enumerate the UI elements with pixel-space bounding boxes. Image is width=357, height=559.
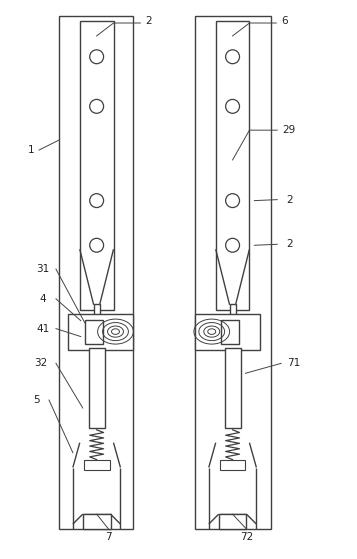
Bar: [221, 320, 238, 344]
Text: 32: 32: [35, 358, 48, 368]
Circle shape: [90, 238, 104, 252]
Text: 29: 29: [282, 125, 296, 135]
Bar: [216, 21, 250, 310]
Circle shape: [226, 193, 240, 207]
Bar: [80, 21, 114, 310]
Circle shape: [90, 100, 104, 113]
Circle shape: [226, 238, 240, 252]
Text: 7: 7: [105, 532, 112, 542]
Text: 72: 72: [240, 532, 253, 542]
Bar: [89, 348, 105, 428]
Bar: [83, 514, 111, 529]
Text: 2: 2: [286, 195, 292, 205]
Bar: [219, 514, 246, 529]
Text: 5: 5: [33, 395, 39, 405]
Bar: [68, 314, 134, 350]
Bar: [195, 16, 271, 529]
Bar: [94, 304, 100, 383]
Text: 1: 1: [28, 145, 35, 155]
Bar: [84, 459, 110, 470]
Text: 71: 71: [287, 358, 301, 368]
Bar: [59, 16, 134, 529]
Text: 6: 6: [281, 16, 287, 26]
Bar: [85, 320, 102, 344]
Bar: [195, 314, 260, 350]
Text: 4: 4: [40, 294, 46, 304]
Circle shape: [90, 193, 104, 207]
Text: 2: 2: [145, 16, 152, 26]
Text: 31: 31: [36, 264, 50, 274]
Circle shape: [226, 100, 240, 113]
Bar: [225, 348, 241, 428]
Circle shape: [90, 50, 104, 64]
Text: 41: 41: [36, 324, 50, 334]
Circle shape: [226, 50, 240, 64]
Text: 2: 2: [286, 239, 292, 249]
Bar: [230, 304, 236, 383]
Bar: [220, 459, 246, 470]
